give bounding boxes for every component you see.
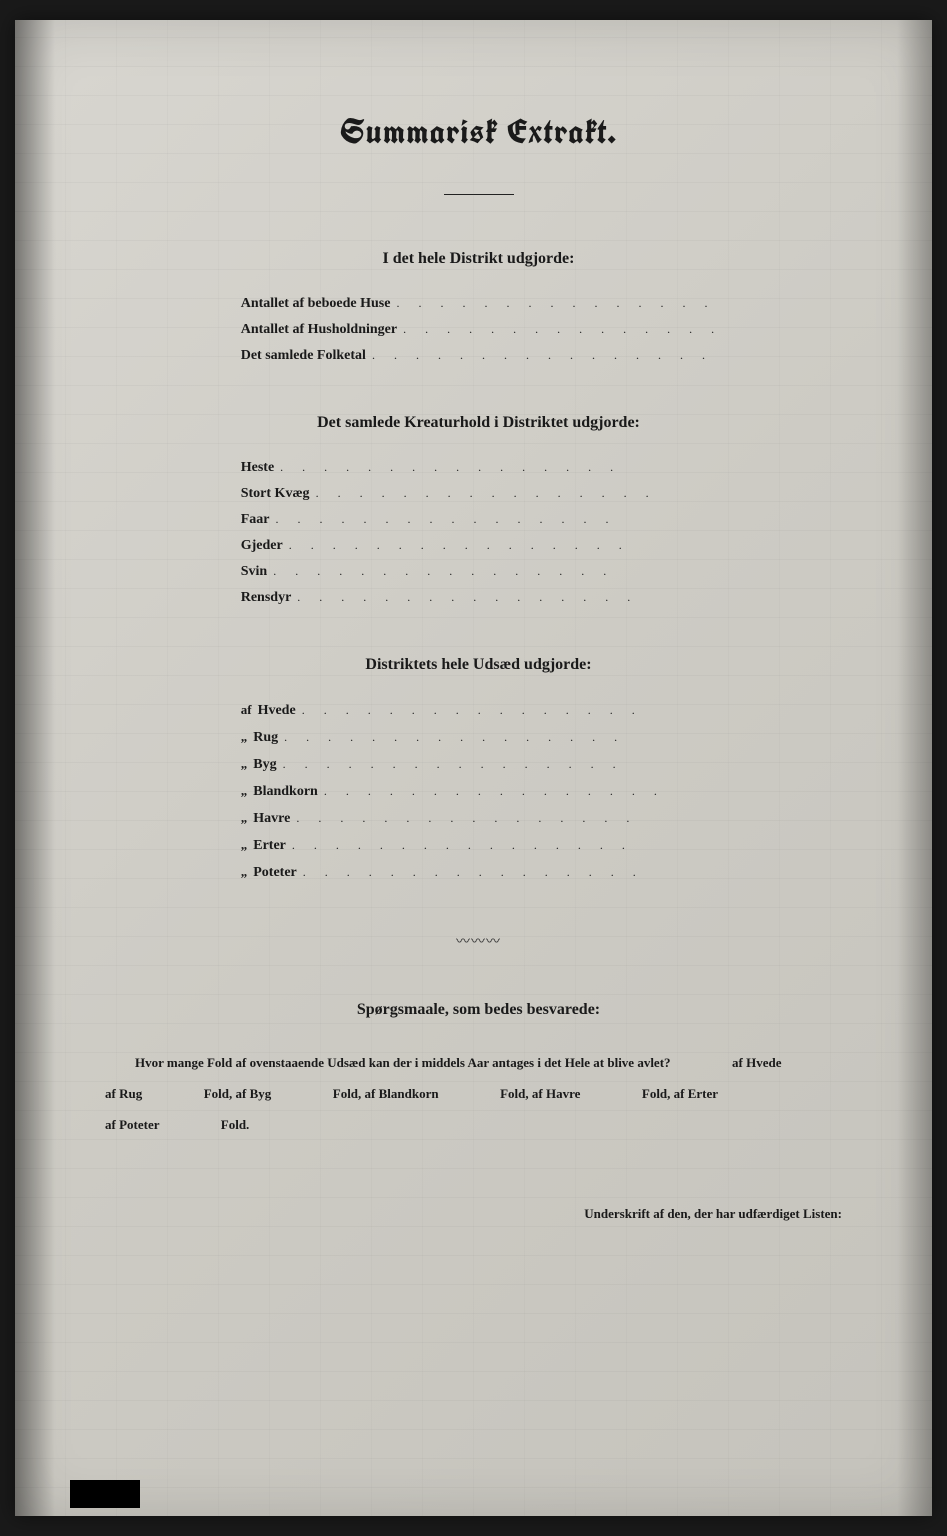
- row-label: Poteter: [253, 865, 303, 881]
- table-row: „ Blandkorn . . . . . . . . . . . . . . …: [241, 783, 717, 800]
- dot-leader: . . . . . . . . . . . . . . . .: [316, 486, 717, 501]
- row-prefix: „: [241, 837, 254, 853]
- scan-edge-right: [897, 20, 932, 1516]
- signature-line: Underskrift af den, der har udfærdiget L…: [95, 1206, 862, 1222]
- section2-rows: Heste . . . . . . . . . . . . . . . . St…: [241, 460, 717, 606]
- dot-leader: . . . . . . . . . . . . . . . .: [302, 703, 717, 718]
- section3-rows: af Hvede . . . . . . . . . . . . . . . .…: [241, 702, 717, 881]
- question-line: af Poteter Fold.: [105, 1109, 852, 1140]
- dot-leader: . . . . . . . . . . . . . . . .: [284, 730, 716, 745]
- dot-leader: . . . . . . . . . . . . . . . .: [303, 865, 717, 880]
- table-row: „ Poteter . . . . . . . . . . . . . . . …: [241, 864, 717, 881]
- dot-leader: . . . . . . . . . . . . . . . .: [273, 564, 716, 579]
- dot-leader: . . . . . . . . . . . . . . . .: [289, 538, 717, 553]
- questions-block: Hvor mange Fold af ovenstaaende Udsæd ka…: [95, 1047, 862, 1141]
- row-label: Gjeder: [241, 538, 289, 554]
- row-label: Byg: [253, 757, 282, 773]
- row-label: Faar: [241, 512, 276, 528]
- dot-leader: . . . . . . . . . . . . . . . .: [372, 348, 716, 363]
- question-part: Fold, af Havre: [500, 1086, 580, 1101]
- dot-leader: . . . . . . . . . . . . . . . .: [396, 296, 716, 311]
- question-lead: Hvor mange Fold af ovenstaaende Udsæd ka…: [105, 1047, 852, 1078]
- dot-leader: . . . . . . . . . . . . . . . .: [283, 757, 717, 772]
- title-divider: [444, 194, 514, 195]
- row-label: Rensdyr: [241, 590, 298, 606]
- page-title: Summarisk Extrakt.: [95, 110, 862, 154]
- row-label: Det samlede Folketal: [241, 348, 372, 364]
- table-row: Svin . . . . . . . . . . . . . . . .: [241, 564, 717, 580]
- scan-edge-left: [15, 20, 55, 1516]
- table-row: „ Rug . . . . . . . . . . . . . . . .: [241, 729, 717, 746]
- question-line: af Rug Fold, af Byg Fold, af Blandkorn F…: [105, 1078, 852, 1109]
- row-prefix: „: [241, 729, 254, 745]
- table-row: Antallet af Husholdninger . . . . . . . …: [241, 322, 717, 338]
- question-part: Fold, af Blandkorn: [333, 1086, 439, 1101]
- table-row: Gjeder . . . . . . . . . . . . . . . .: [241, 538, 717, 554]
- row-label: Stort Kvæg: [241, 486, 316, 502]
- row-prefix: „: [241, 810, 254, 826]
- row-label: Antallet af beboede Huse: [241, 296, 397, 312]
- question-part: Fold.: [221, 1117, 250, 1132]
- section4-heading: Spørgsmaale, som bedes besvarede:: [95, 1001, 862, 1019]
- table-row: Faar . . . . . . . . . . . . . . . .: [241, 512, 717, 528]
- question-part: af Hvede: [732, 1055, 781, 1070]
- section2-heading: Det samlede Kreaturhold i Distriktet udg…: [95, 414, 862, 432]
- dot-leader: . . . . . . . . . . . . . . . .: [297, 590, 716, 605]
- dot-leader: . . . . . . . . . . . . . . . .: [403, 322, 716, 337]
- section1-rows: Antallet af beboede Huse . . . . . . . .…: [241, 296, 717, 364]
- table-row: Det samlede Folketal . . . . . . . . . .…: [241, 348, 717, 364]
- row-prefix: „: [241, 756, 254, 772]
- section3-heading: Distriktets hele Udsæd udgjorde:: [95, 656, 862, 674]
- question-part: Fold, af Byg: [204, 1086, 272, 1101]
- dot-leader: . . . . . . . . . . . . . . . .: [292, 838, 716, 853]
- row-label: Havre: [253, 811, 296, 827]
- document-page: Summarisk Extrakt. I det hele Distrikt u…: [15, 20, 932, 1516]
- table-row: „ Byg . . . . . . . . . . . . . . . .: [241, 756, 717, 773]
- row-label: Erter: [253, 838, 292, 854]
- row-label: Svin: [241, 564, 273, 580]
- row-label: Rug: [253, 730, 284, 746]
- section1-heading: I det hele Distrikt udgjorde:: [95, 250, 862, 268]
- table-row: Antallet af beboede Huse . . . . . . . .…: [241, 296, 717, 312]
- table-row: Stort Kvæg . . . . . . . . . . . . . . .…: [241, 486, 717, 502]
- dot-leader: . . . . . . . . . . . . . . . .: [296, 811, 716, 826]
- question-part: af Rug: [105, 1086, 142, 1101]
- table-row: af Hvede . . . . . . . . . . . . . . . .: [241, 702, 717, 719]
- question-lead-text: Hvor mange Fold af ovenstaaende Udsæd ka…: [135, 1055, 671, 1070]
- row-prefix: af: [241, 702, 258, 718]
- row-prefix: „: [241, 864, 254, 880]
- table-row: „ Erter . . . . . . . . . . . . . . . .: [241, 837, 717, 854]
- section-divider: 〰〰〰: [95, 931, 862, 951]
- row-label: Heste: [241, 460, 280, 476]
- dot-leader: . . . . . . . . . . . . . . . .: [280, 460, 716, 475]
- question-part: af Poteter: [105, 1117, 159, 1132]
- table-row: Rensdyr . . . . . . . . . . . . . . . .: [241, 590, 717, 606]
- table-row: Heste . . . . . . . . . . . . . . . .: [241, 460, 717, 476]
- dot-leader: . . . . . . . . . . . . . . . .: [276, 512, 717, 527]
- scan-artifact-block: [70, 1480, 140, 1508]
- question-part: Fold, af Erter: [642, 1086, 718, 1101]
- row-prefix: „: [241, 783, 254, 799]
- row-label: Hvede: [258, 703, 302, 719]
- row-label: Blandkorn: [253, 784, 324, 800]
- table-row: „ Havre . . . . . . . . . . . . . . . .: [241, 810, 717, 827]
- dot-leader: . . . . . . . . . . . . . . . .: [324, 784, 716, 799]
- row-label: Antallet af Husholdninger: [241, 322, 403, 338]
